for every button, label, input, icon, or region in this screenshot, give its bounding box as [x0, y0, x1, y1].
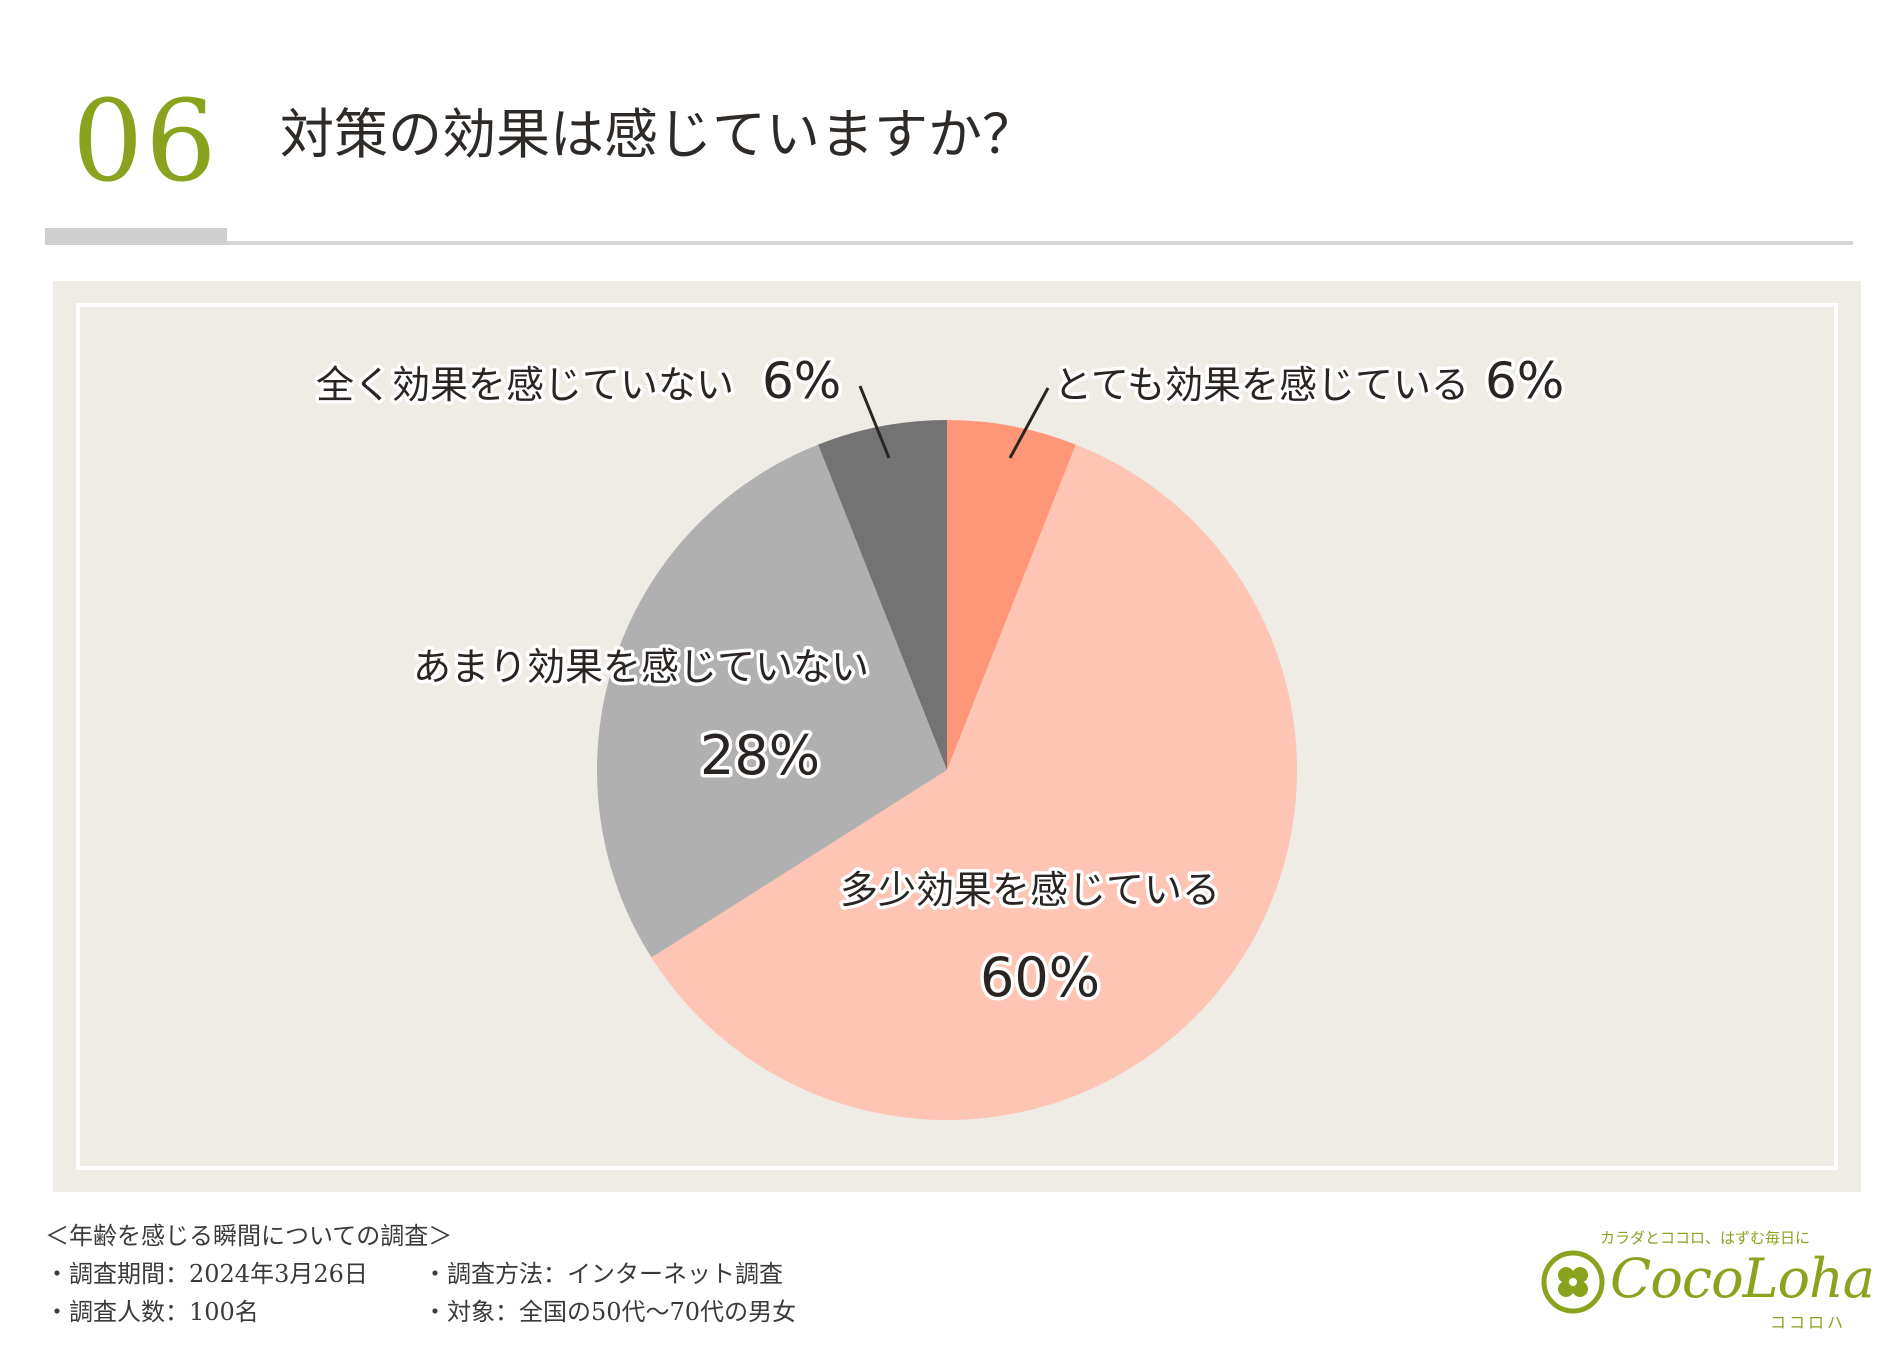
- leader-lines: [858, 385, 1050, 459]
- label-very-effective: とても効果を感じている: [1054, 363, 1469, 407]
- value-somewhat-not-effective: 28%: [700, 724, 820, 787]
- brand-logo: カラダとココロ、はずむ毎日に CocoLoha ココロハ: [1540, 1225, 1875, 1335]
- value-very-effective: 6%: [1485, 352, 1564, 410]
- chart-panel-border: [76, 303, 1838, 1170]
- slice-somewhat-effective: [651, 444, 1298, 1121]
- survey-period: ・調査期間：2024年3月26日: [45, 1260, 368, 1288]
- question-title: 対策の効果は感じていますか？: [280, 103, 1036, 166]
- logo-name: CocoLoha: [1610, 1247, 1875, 1310]
- slice-not-effective: [818, 420, 947, 770]
- label-somewhat-not-effective: あまり効果を感じていない: [413, 645, 869, 689]
- logo-tagline: カラダとココロ、はずむ毎日に: [1600, 1229, 1811, 1247]
- value-not-effective: 6%: [762, 352, 841, 410]
- question-number: 06: [72, 77, 219, 207]
- survey-title: ＜年齢を感じる瞬間についての調査＞: [45, 1222, 453, 1250]
- label-not-effective: 全く効果を感じていない: [316, 363, 734, 407]
- survey-target: ・対象：全国の50代～70代の男女: [423, 1298, 797, 1326]
- leader-line-not-effective: [858, 385, 891, 459]
- slice-somewhat-not-effective: [597, 444, 947, 958]
- slice-labels: とても効果を感じている 6% 全く効果を感じていない 6% あまり効果を感じてい…: [313, 349, 1568, 1013]
- survey-respondents: ・調査人数：100名: [45, 1298, 259, 1326]
- slice-very-effective: [947, 420, 1076, 770]
- value-somewhat-effective: 60%: [980, 946, 1100, 1009]
- survey-method: ・調査方法：インターネット調査: [423, 1260, 783, 1288]
- pie-slices: [597, 420, 1298, 1121]
- label-somewhat-effective: 多少効果を感じている: [840, 868, 1220, 912]
- title-divider: [45, 241, 1853, 245]
- logo-kana: ココロハ: [1770, 1313, 1847, 1332]
- clover-icon: [1541, 1250, 1605, 1314]
- survey-footer: ＜年齢を感じる瞬間についての調査＞ ・調査期間：2024年3月26日 ・調査方法…: [45, 1217, 796, 1331]
- leader-line-very-effective: [1008, 387, 1050, 459]
- title-divider-accent: [45, 228, 227, 245]
